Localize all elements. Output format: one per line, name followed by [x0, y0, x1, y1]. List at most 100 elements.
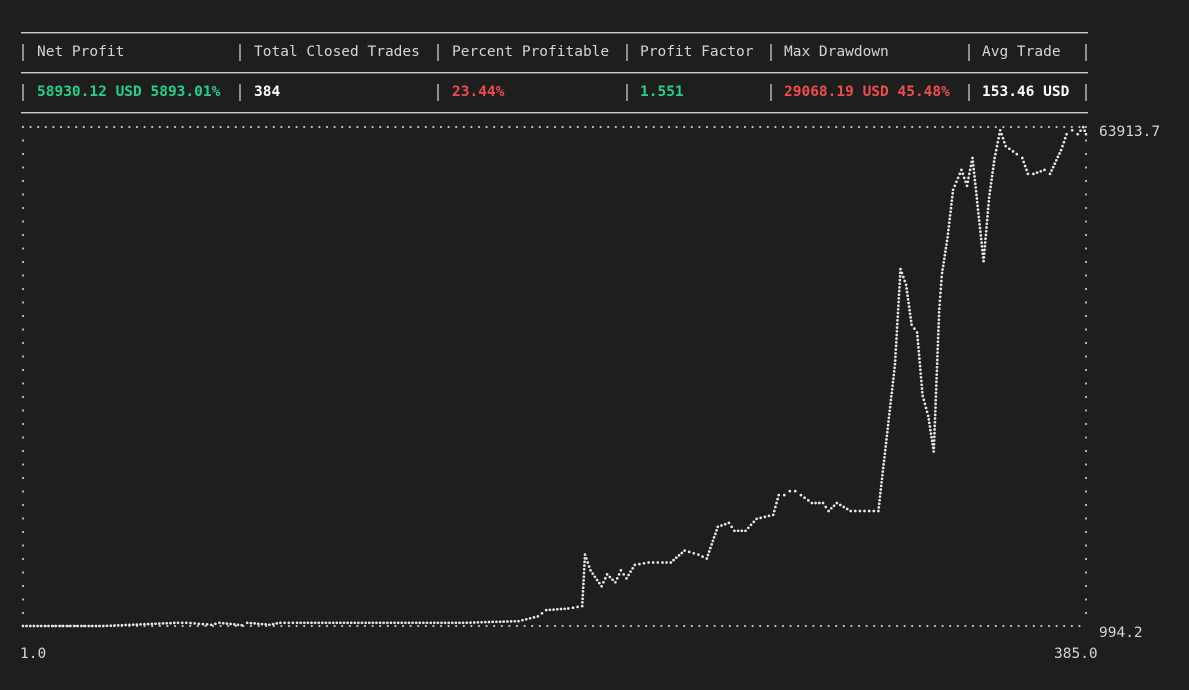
- frame-dot: [1063, 624, 1066, 628]
- equity-dot: [342, 621, 346, 625]
- equity-dot: [887, 416, 891, 420]
- equity-dot: [974, 189, 978, 193]
- equity-dot: [932, 435, 936, 439]
- equity-dot: [80, 624, 83, 628]
- frame-dot: [705, 125, 709, 129]
- header-avg-trade: Avg Trade: [982, 44, 1061, 60]
- frame-dot: [645, 624, 648, 628]
- equity-dot: [945, 239, 949, 243]
- frame-dot: [918, 125, 921, 129]
- frame-dot: [1009, 624, 1013, 628]
- equity-dot: [933, 413, 937, 417]
- equity-dot: [692, 551, 696, 555]
- frame-dot: [196, 624, 199, 628]
- frame-dot: [485, 125, 488, 129]
- equity-dot: [436, 621, 440, 625]
- frame-dot: [842, 624, 845, 628]
- frame-dot: [508, 125, 511, 129]
- frame-dot: [1084, 571, 1088, 574]
- equity-dot: [990, 174, 994, 178]
- frame-dot: [1084, 503, 1088, 507]
- equity-dot: [886, 427, 890, 431]
- frame-dot: [728, 624, 731, 628]
- equity-dot: [617, 573, 621, 576]
- frame-dot: [622, 125, 625, 129]
- equity-dot: [939, 283, 943, 287]
- equity-dot: [967, 176, 970, 180]
- equity-point: [982, 259, 985, 263]
- equity-dot: [571, 606, 575, 610]
- equity-dot: [945, 243, 948, 246]
- equity-dot: [1022, 160, 1026, 164]
- equity-dot: [711, 539, 715, 543]
- frame-dot: [1084, 382, 1088, 385]
- equity-dot: [996, 140, 1000, 144]
- equity-dot: [752, 520, 756, 524]
- frame-dot: [508, 624, 511, 628]
- frame-dot: [523, 624, 526, 628]
- frame-dot: [242, 125, 245, 129]
- frame-dot: [1047, 624, 1051, 628]
- frame-dot: [1084, 220, 1088, 223]
- header-profit-factor: Profit Factor: [640, 44, 754, 60]
- equity-dot: [229, 622, 232, 626]
- equity-dot: [98, 624, 101, 628]
- equity-dot: [528, 616, 532, 620]
- equity-dot: [949, 210, 952, 214]
- equity-dot: [253, 622, 256, 625]
- frame-dot: [409, 624, 412, 628]
- equity-dot: [324, 621, 328, 625]
- equity-dot: [918, 364, 922, 368]
- equity-dot: [947, 225, 951, 228]
- equity-dot: [950, 199, 954, 203]
- equity-dot: [872, 509, 876, 513]
- frame-dot: [599, 624, 602, 628]
- frame-dot: [607, 125, 610, 129]
- equity-dot: [980, 241, 983, 245]
- frame-dot: [394, 125, 397, 129]
- equity-dot: [287, 621, 291, 625]
- equity-dot: [917, 346, 920, 349]
- equity-dot: [932, 442, 936, 446]
- frame-dot: [576, 125, 579, 129]
- equity-dot: [249, 621, 253, 625]
- equity-dot: [889, 402, 892, 405]
- equity-point: [218, 621, 221, 625]
- equity-dot: [930, 439, 934, 443]
- equity-dot: [990, 178, 993, 182]
- value-percent-profitable: 23.44%: [452, 84, 505, 100]
- frame-dot: [1040, 624, 1043, 628]
- frame-dot: [265, 125, 268, 129]
- frame-dot: [158, 125, 161, 129]
- equity-dot: [973, 182, 977, 186]
- equity-dot: [465, 621, 469, 625]
- equity-dot: [414, 621, 418, 625]
- frame-dot: [979, 624, 982, 628]
- equity-dot: [936, 347, 940, 351]
- equity-dot: [236, 623, 240, 627]
- frame-dot: [736, 125, 739, 129]
- frame-dot: [614, 125, 617, 129]
- equity-point: [21, 624, 25, 628]
- equity-dot: [895, 326, 899, 329]
- frame-dot: [614, 624, 617, 628]
- frame-dot: [394, 624, 397, 628]
- equity-dot: [920, 390, 924, 394]
- equity-dot: [898, 278, 902, 282]
- equity-dot: [894, 355, 897, 359]
- frame-dot: [227, 624, 230, 628]
- equity-dot: [581, 601, 584, 604]
- equity-point: [461, 621, 465, 625]
- equity-dot: [631, 566, 635, 570]
- equity-dot: [197, 622, 201, 626]
- frame-dot: [1017, 125, 1020, 129]
- frame-dot: [455, 125, 458, 129]
- frame-dot: [835, 624, 838, 628]
- equity-dot: [1008, 147, 1011, 151]
- frame-dot: [1084, 287, 1088, 291]
- frame-dot: [842, 125, 845, 129]
- frame-dot: [21, 247, 25, 250]
- equity-dot: [934, 398, 938, 402]
- equity-point: [633, 563, 637, 567]
- frame-dot: [789, 125, 792, 129]
